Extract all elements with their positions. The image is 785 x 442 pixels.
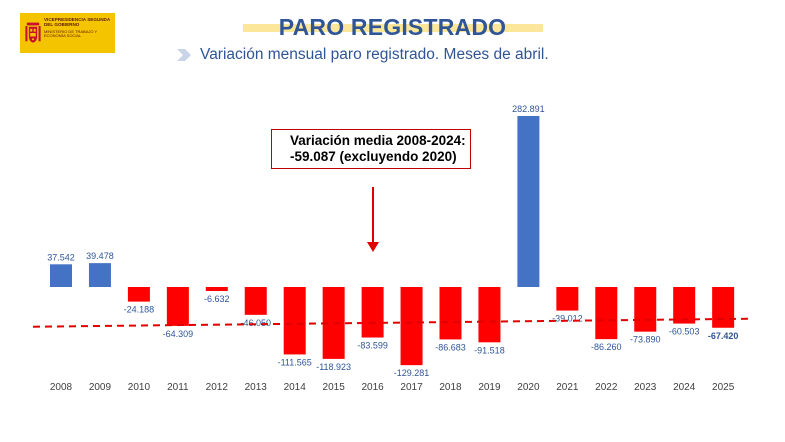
bar-2025 xyxy=(712,287,735,328)
logo-vicepresidencia-text: VICEPRESIDENCIA SEGUNDA DEL GOBIERNO xyxy=(43,17,111,27)
bar-2020 xyxy=(517,116,540,287)
subtitle-row: Variación mensual paro registrado. Meses… xyxy=(176,46,549,64)
annotation-line-2: -59.087 (excluyendo 2020) xyxy=(290,149,457,164)
bar-2019 xyxy=(478,287,501,343)
x-tick-2017: 2017 xyxy=(400,382,423,393)
x-tick-2015: 2015 xyxy=(323,382,346,393)
bar-2023 xyxy=(634,287,657,332)
data-label-2009: 39.478 xyxy=(86,251,114,261)
x-tick-2013: 2013 xyxy=(245,382,268,393)
bar-2009 xyxy=(88,263,111,287)
data-label-2025: -67.420 xyxy=(708,331,739,341)
coat-of-arms-icon xyxy=(25,22,41,43)
logo-ministerio-text: MINISTERIO DE TRABAJO Y ECONOMÍA SOCIAL xyxy=(43,29,98,39)
data-label-2011: -64.309 xyxy=(163,329,194,339)
data-label-2020: 282.891 xyxy=(512,104,545,114)
data-label-2022: -86.260 xyxy=(591,342,622,352)
bar-2022 xyxy=(595,287,618,340)
x-tick-2020: 2020 xyxy=(517,382,540,393)
data-label-2017: -129.281 xyxy=(394,368,430,378)
data-label-2016: -83.599 xyxy=(357,341,388,351)
bar-2016 xyxy=(361,287,384,338)
data-label-2024: -60.503 xyxy=(669,327,700,337)
x-tick-2010: 2010 xyxy=(128,382,151,393)
x-tick-2024: 2024 xyxy=(673,382,696,393)
bar-2013 xyxy=(244,287,267,315)
data-label-2023: -73.890 xyxy=(630,335,661,345)
x-tick-2008: 2008 xyxy=(50,382,73,393)
bar-2012 xyxy=(205,287,228,292)
ministry-logo: VICEPRESIDENCIA SEGUNDA DEL GOBIERNO MIN… xyxy=(20,13,115,53)
data-label-2008: 37.542 xyxy=(47,252,75,262)
x-tick-2019: 2019 xyxy=(478,382,501,393)
bar-2014 xyxy=(283,287,306,355)
data-label-2013: -46.050 xyxy=(240,318,271,328)
x-tick-2018: 2018 xyxy=(439,382,462,393)
x-tick-2025: 2025 xyxy=(712,382,735,393)
x-tick-2012: 2012 xyxy=(206,382,229,393)
x-tick-2011: 2011 xyxy=(167,382,189,393)
x-tick-2016: 2016 xyxy=(361,382,384,393)
bar-2010 xyxy=(127,287,150,302)
annotation-line-1: Variación media 2008-2024: xyxy=(290,133,466,148)
data-label-2010: -24.188 xyxy=(124,305,155,315)
bar-2008 xyxy=(50,264,72,287)
x-tick-2021: 2021 xyxy=(556,382,579,393)
x-tick-2022: 2022 xyxy=(595,382,618,393)
x-tick-2023: 2023 xyxy=(634,382,657,393)
data-label-2019: -91.518 xyxy=(474,345,505,355)
x-tick-2014: 2014 xyxy=(284,382,307,393)
data-label-2021: -39.012 xyxy=(552,314,583,324)
average-annotation-box: Variación media 2008-2024: -59.087 (excl… xyxy=(271,129,471,169)
bar-2021 xyxy=(556,287,579,311)
chevron-right-icon xyxy=(177,49,191,61)
bar-2024 xyxy=(673,287,696,324)
annotation-arrow-head xyxy=(367,242,379,252)
bar-2017 xyxy=(400,287,423,366)
bar-2018 xyxy=(439,287,462,340)
page-title: PARO REGISTRADO xyxy=(278,14,507,40)
title-highlight xyxy=(243,24,543,32)
bar-2011 xyxy=(166,287,189,326)
data-label-2012: -6.632 xyxy=(204,294,230,304)
x-tick-2009: 2009 xyxy=(89,382,112,393)
data-label-2018: -86.683 xyxy=(435,342,466,352)
data-label-2014: -111.565 xyxy=(278,357,312,367)
chart-subtitle: Variación mensual paro registrado. Meses… xyxy=(200,46,549,63)
data-label-2015: -118.923 xyxy=(316,362,351,372)
